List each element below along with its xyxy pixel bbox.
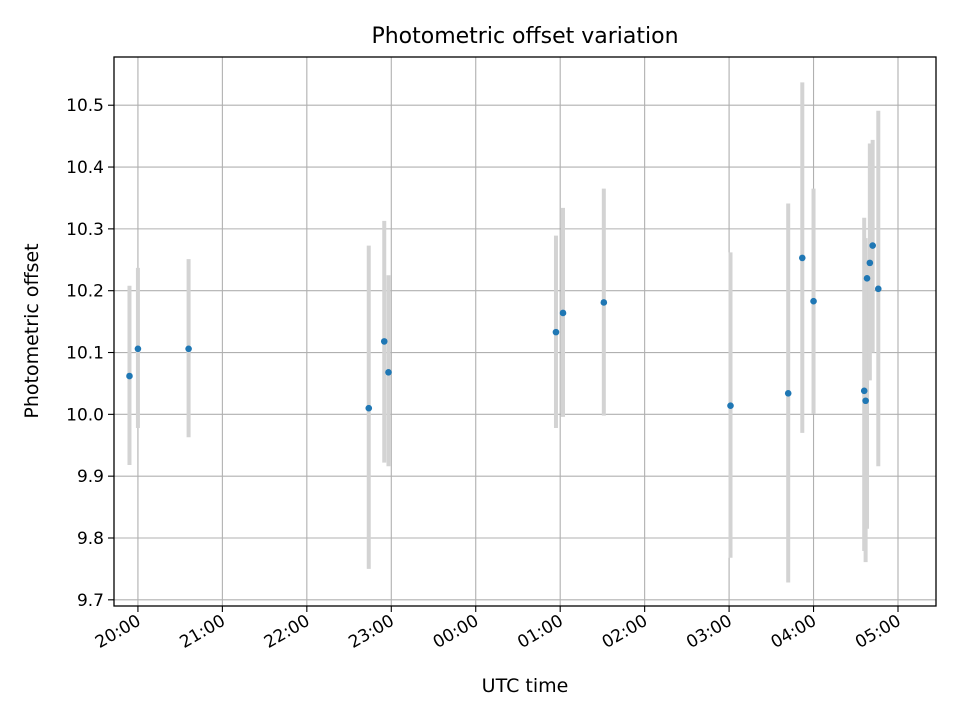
x-axis-label: UTC time bbox=[482, 675, 569, 697]
data-point bbox=[385, 369, 392, 376]
data-point bbox=[784, 390, 792, 397]
data-point bbox=[860, 387, 868, 395]
data-point bbox=[365, 404, 373, 412]
data-point bbox=[134, 345, 142, 353]
y-tick-label: 10.4 bbox=[66, 158, 104, 178]
y-tick-label: 10.1 bbox=[66, 344, 104, 364]
y-tick-label: 10.2 bbox=[66, 282, 104, 302]
data-point bbox=[874, 285, 882, 293]
chart-title: Photometric offset variation bbox=[371, 24, 678, 49]
y-tick-label: 10.0 bbox=[66, 405, 104, 425]
data-point bbox=[185, 345, 192, 353]
data-point bbox=[559, 309, 567, 317]
data-point bbox=[727, 402, 734, 409]
data-point bbox=[126, 372, 133, 380]
y-tick-label: 9.8 bbox=[77, 529, 104, 549]
y-tick-label: 10.5 bbox=[66, 96, 104, 116]
y-tick-label: 10.3 bbox=[66, 220, 104, 240]
y-tick-label: 9.9 bbox=[77, 467, 104, 487]
data-point bbox=[552, 328, 560, 336]
data-point bbox=[810, 297, 817, 305]
data-points bbox=[126, 242, 882, 412]
plot-frame bbox=[113, 56, 937, 607]
data-point bbox=[600, 299, 608, 306]
data-point bbox=[798, 254, 806, 262]
data-point bbox=[863, 275, 871, 282]
data-point bbox=[869, 242, 876, 249]
data-point bbox=[862, 397, 869, 405]
y-tick-label: 9.7 bbox=[77, 591, 104, 611]
y-axis-label: Photometric offset bbox=[21, 243, 43, 418]
grid-lines bbox=[114, 57, 936, 606]
data-point bbox=[866, 259, 874, 267]
y-axis-ticks: 9.7 9.8 9.9 10.0 10.1 10.2 10.3 10.4 10.5 bbox=[66, 96, 114, 611]
data-point bbox=[380, 338, 388, 345]
